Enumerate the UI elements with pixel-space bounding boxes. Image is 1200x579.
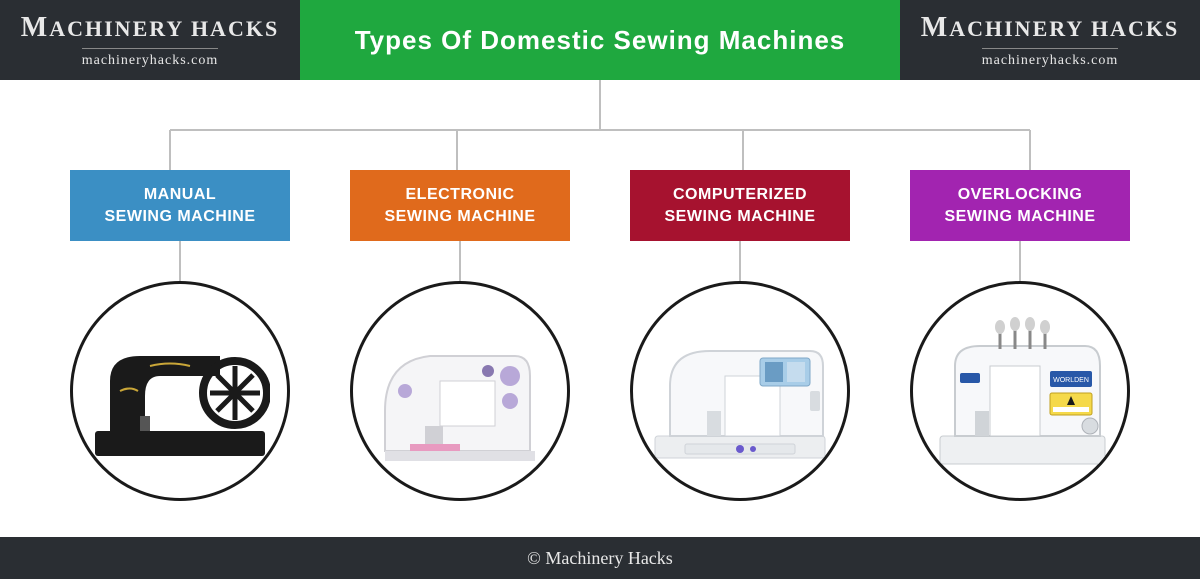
connector-line: [459, 241, 461, 281]
electronic-machine-icon: [370, 316, 550, 466]
logo-url: machineryhacks.com: [82, 48, 219, 69]
logo-sub: Hacks: [191, 16, 279, 41]
label-line1: Overlocking: [958, 186, 1083, 203]
logo-right: MACHINERY Hacks machineryhacks.com: [900, 0, 1200, 80]
category-label-manual: Manual Sewing Machine: [70, 170, 290, 241]
manual-machine-icon: [90, 321, 270, 461]
footer-text: © Machinery Hacks: [527, 548, 673, 569]
connector-line: [1019, 241, 1021, 281]
categories-row: Manual Sewing Machine Electronic Sewing …: [0, 170, 1200, 501]
category-overlocking: Overlocking Sewing Machine WORLDEN: [890, 170, 1150, 501]
category-electronic: Electronic Sewing Machine: [330, 170, 590, 501]
category-computerized: Computerized Sewing Machine: [610, 170, 870, 501]
label-line2: Sewing Machine: [945, 208, 1096, 225]
logo-main-rest: ACHINERY: [949, 16, 1083, 41]
label-line1: Manual: [144, 186, 216, 203]
category-label-computerized: Computerized Sewing Machine: [630, 170, 850, 241]
logo-main-rest: ACHINERY: [49, 16, 183, 41]
computerized-machine-icon: [645, 316, 835, 466]
page-title: Types of Domestic Sewing Machines: [300, 0, 900, 80]
category-label-electronic: Electronic Sewing Machine: [350, 170, 570, 241]
category-label-overlocking: Overlocking Sewing Machine: [910, 170, 1130, 241]
image-circle-electronic: [350, 281, 570, 501]
logo-text: MACHINERY Hacks: [21, 12, 279, 44]
image-circle-overlocking: WORLDEN: [910, 281, 1130, 501]
logo-main-initial: M: [21, 12, 49, 43]
logo-text: MACHINERY Hacks: [921, 12, 1179, 44]
label-line2: Sewing Machine: [105, 208, 256, 225]
footer-bar: © Machinery Hacks: [0, 537, 1200, 579]
logo-main-initial: M: [921, 12, 949, 43]
image-circle-computerized: [630, 281, 850, 501]
logo-sub: Hacks: [1091, 16, 1179, 41]
label-line2: Sewing Machine: [665, 208, 816, 225]
image-circle-manual: [70, 281, 290, 501]
logo-left: MACHINERY Hacks machineryhacks.com: [0, 0, 300, 80]
svg-text:WORLDEN: WORLDEN: [1053, 377, 1089, 384]
label-line2: Sewing Machine: [385, 208, 536, 225]
connector-line: [739, 241, 741, 281]
label-line1: Electronic: [406, 186, 515, 203]
connector-line: [179, 241, 181, 281]
overlock-machine-icon: WORLDEN: [925, 311, 1115, 471]
logo-url: machineryhacks.com: [982, 48, 1119, 69]
label-line1: Computerized: [673, 186, 807, 203]
category-manual: Manual Sewing Machine: [50, 170, 310, 501]
header-bar: MACHINERY Hacks machineryhacks.com Types…: [0, 0, 1200, 80]
